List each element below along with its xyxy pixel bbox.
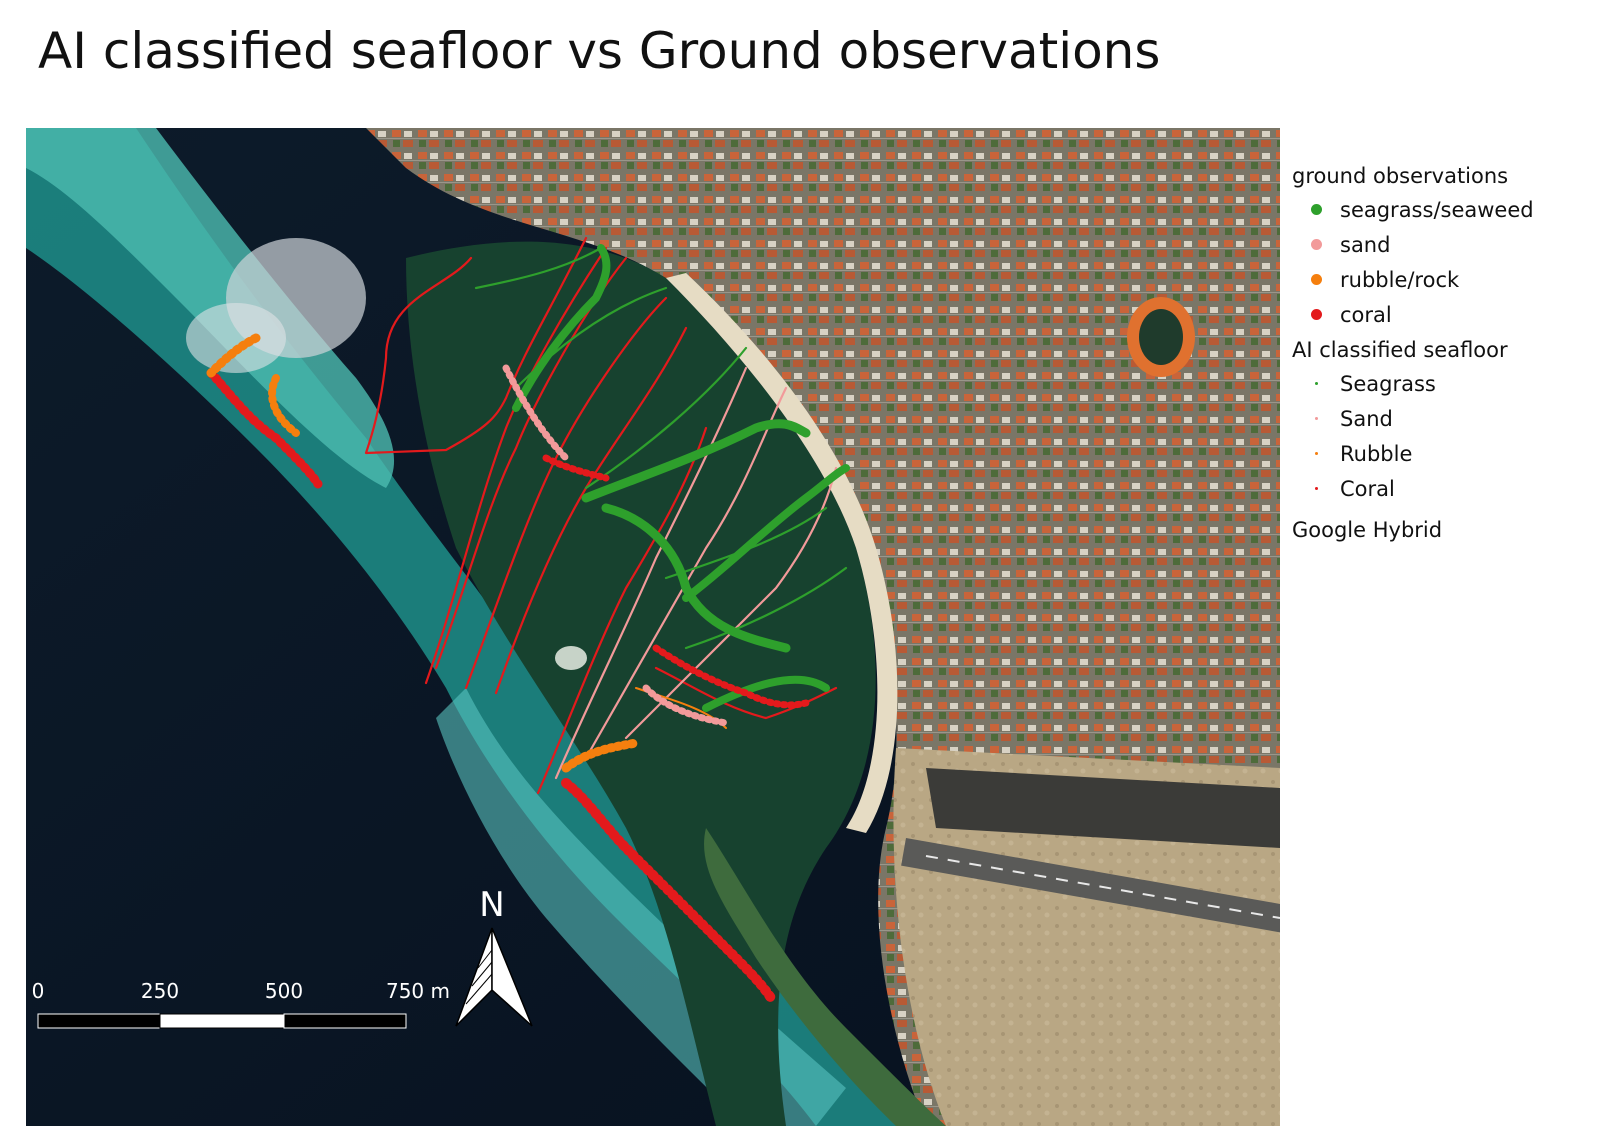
- legend-ai-symbol: [1292, 487, 1340, 490]
- scale-segment: [37, 1013, 161, 1029]
- obs-seagrass: [512, 244, 611, 412]
- obs-sand: [642, 684, 730, 727]
- legend-ai-item: Sand: [1292, 401, 1592, 436]
- obs-rubble: [561, 738, 641, 773]
- cloud-2: [186, 303, 286, 373]
- legend-ai-dot-icon: [1314, 417, 1318, 420]
- legend-ai-dot-icon: [1314, 452, 1318, 455]
- scale-bar: 0 250 500 750 m: [32, 979, 450, 1029]
- legend-ground-item: rubble/rock: [1292, 262, 1592, 297]
- scale-label-500: 500: [265, 979, 303, 1003]
- scale-label-250: 250: [141, 979, 179, 1003]
- beach: [666, 273, 898, 833]
- legend-ground-dot-icon: [1310, 309, 1322, 320]
- north-arrow-hatch: [477, 949, 493, 969]
- scale-label-0: 0: [32, 979, 45, 1003]
- legend-ai-label: Coral: [1340, 476, 1395, 501]
- legend-ai-label: Sand: [1340, 406, 1393, 431]
- scale-label-750: 750 m: [386, 979, 450, 1003]
- obs-sand: [502, 364, 570, 462]
- reef-shelf-light: [26, 128, 395, 488]
- obs-coral: [542, 454, 610, 482]
- legend-ground-symbol: [1292, 274, 1340, 285]
- obs-coral: [652, 644, 810, 709]
- legend-ground-dot-icon: [1310, 239, 1322, 250]
- ai-track-sand: [554, 366, 748, 780]
- obs-seagrass: [581, 419, 811, 503]
- legend-ai-item: Seagrass: [1292, 366, 1592, 401]
- scale-segment: [283, 1013, 407, 1029]
- legend-ground-label: seagrass/seaweed: [1340, 197, 1534, 222]
- legend-ai-dot-icon: [1314, 487, 1318, 490]
- legend-ground-symbol: [1292, 204, 1340, 215]
- legend-ground-item: sand: [1292, 227, 1592, 262]
- map-title: AI classified seafloor vs Ground observa…: [38, 22, 1161, 80]
- north-arrow-icon: N: [455, 885, 533, 1027]
- map-canvas[interactable]: 0 250 500 750 m N: [26, 128, 1280, 1126]
- ground-observation-tracks: [206, 244, 850, 1003]
- runway-centerline: [925, 855, 1280, 919]
- obs-seagrass: [601, 503, 791, 653]
- north-arrow-right: [491, 927, 533, 1027]
- legend-ground-item: coral: [1292, 297, 1592, 332]
- legend-ai-label: Rubble: [1340, 441, 1413, 466]
- legend-ai-symbol: [1292, 382, 1340, 385]
- ai-track-coral: [364, 236, 588, 455]
- map-legend: ground observations seagrass/seaweed sand…: [1292, 158, 1592, 542]
- legend-ai-symbol: [1292, 452, 1340, 455]
- north-arrow-hatch: [471, 961, 493, 987]
- obs-coral: [206, 368, 323, 489]
- legend-ground-title: ground observations: [1292, 164, 1509, 188]
- legend-basemap-label: Google Hybrid: [1292, 518, 1443, 542]
- ai-track-coral: [654, 666, 838, 720]
- scale-segment: [159, 1013, 285, 1029]
- lagoon: [406, 241, 876, 1126]
- legend-ground-dot-icon: [1310, 274, 1322, 285]
- obs-rubble: [268, 374, 300, 437]
- legend-ai-label: Seagrass: [1340, 371, 1436, 396]
- north-arrow-hatch: [465, 973, 493, 1005]
- ai-track-seagrass: [584, 346, 748, 490]
- legend-ground-dot-icon: [1310, 204, 1322, 215]
- legend-ai-item: Coral: [1292, 471, 1592, 506]
- legend-ground-label: coral: [1340, 302, 1392, 327]
- obs-rubble: [206, 333, 261, 378]
- obs-coral: [561, 778, 776, 1003]
- legend-ground-label: sand: [1340, 232, 1391, 257]
- ai-classified-tracks: [364, 236, 848, 795]
- airport: [893, 748, 1280, 1126]
- ai-track-coral: [536, 426, 708, 795]
- ai-track-coral: [464, 296, 668, 690]
- map-view[interactable]: 0 250 500 750 m N: [26, 128, 1280, 1126]
- legend-ground-symbol: [1292, 239, 1340, 250]
- ai-track-coral: [424, 246, 608, 685]
- legend-ground-label: rubble/rock: [1340, 267, 1460, 292]
- obs-seagrass: [682, 464, 850, 602]
- legend-ground-symbol: [1292, 309, 1340, 320]
- stadium-field: [1139, 309, 1183, 365]
- north-arrow-label: N: [479, 885, 504, 925]
- legend-ai-title: AI classified seafloor: [1292, 338, 1508, 362]
- legend-ai-item: Rubble: [1292, 436, 1592, 471]
- legend-ground-item: seagrass/seaweed: [1292, 192, 1592, 227]
- islet: [555, 646, 587, 670]
- reef-shelf: [26, 128, 926, 1126]
- legend-ai-dot-icon: [1314, 382, 1318, 385]
- ai-track-seagrass: [474, 246, 603, 290]
- ai-track-seagrass: [684, 566, 848, 650]
- ai-track-sand: [584, 386, 788, 760]
- legend-ai-symbol: [1292, 417, 1340, 420]
- obs-seagrass: [702, 675, 830, 712]
- ai-track-coral: [434, 256, 628, 670]
- airport-apron: [926, 768, 1280, 848]
